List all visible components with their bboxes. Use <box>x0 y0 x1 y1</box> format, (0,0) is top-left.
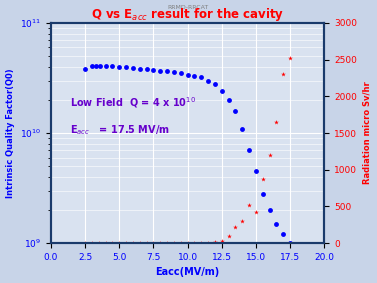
Text: E$_{acc}$   = 17.5 MV/m: E$_{acc}$ = 17.5 MV/m <box>70 123 170 137</box>
Text: RRMD-RRCAT: RRMD-RRCAT <box>167 5 208 10</box>
Text: Low Field  Q = 4 x 10$^{10}$: Low Field Q = 4 x 10$^{10}$ <box>70 95 196 110</box>
Title: Q vs E$_{acc}$ result for the cavity: Q vs E$_{acc}$ result for the cavity <box>91 6 284 23</box>
X-axis label: Eacc(MV/m): Eacc(MV/m) <box>155 267 220 277</box>
Y-axis label: Intrinsic Quality Factor(Q0): Intrinsic Quality Factor(Q0) <box>6 68 15 198</box>
Y-axis label: Radiation micro Sv/hr: Radiation micro Sv/hr <box>362 82 371 185</box>
